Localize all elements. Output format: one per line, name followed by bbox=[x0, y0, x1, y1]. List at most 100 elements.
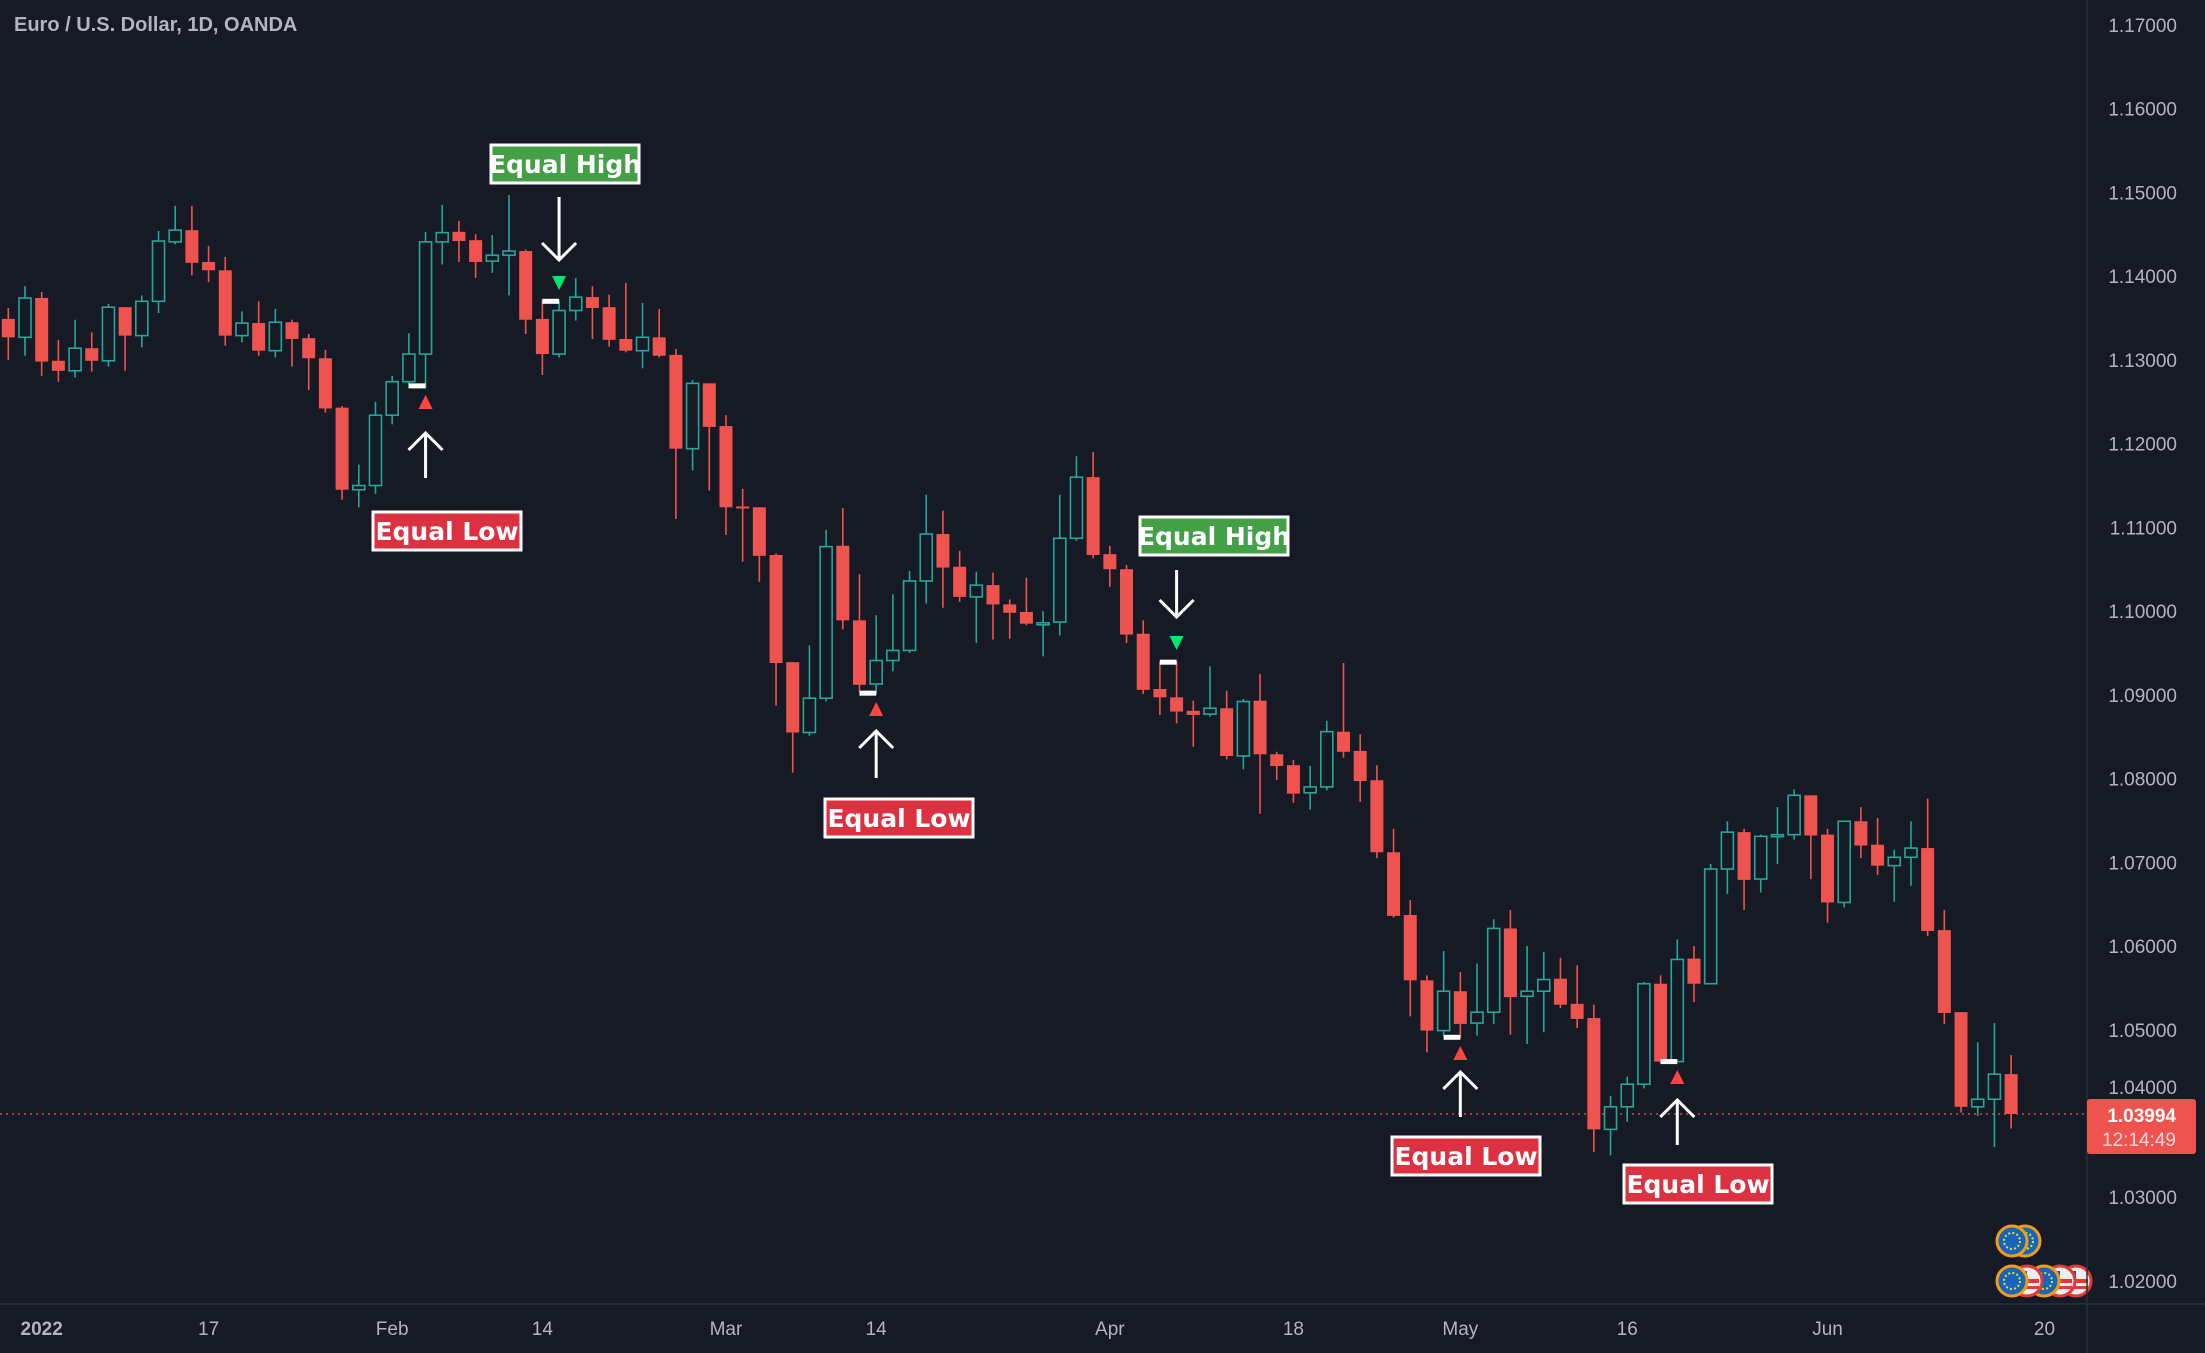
candle[interactable] bbox=[1871, 817, 1885, 875]
candle[interactable] bbox=[1670, 939, 1685, 1063]
candle[interactable] bbox=[1303, 766, 1317, 810]
candle[interactable] bbox=[953, 550, 967, 602]
candle[interactable] bbox=[986, 572, 1000, 640]
candle[interactable] bbox=[1470, 963, 1484, 1036]
candle[interactable] bbox=[535, 299, 549, 375]
candle[interactable] bbox=[1637, 982, 1651, 1089]
candle[interactable] bbox=[1821, 828, 1835, 923]
candle[interactable] bbox=[1186, 700, 1200, 747]
candle[interactable] bbox=[285, 319, 299, 367]
candle[interactable] bbox=[602, 294, 616, 347]
candle[interactable] bbox=[402, 333, 416, 389]
candle[interactable] bbox=[2004, 1054, 2018, 1129]
candle[interactable] bbox=[418, 231, 433, 389]
candle[interactable] bbox=[1687, 946, 1701, 1003]
candle[interactable] bbox=[351, 464, 366, 508]
candle[interactable] bbox=[669, 349, 683, 520]
candle[interactable] bbox=[385, 375, 399, 425]
candle[interactable] bbox=[1837, 820, 1851, 908]
candle[interactable] bbox=[869, 615, 883, 695]
candle[interactable] bbox=[1654, 975, 1668, 1064]
candle[interactable] bbox=[452, 220, 466, 262]
candle[interactable] bbox=[1019, 577, 1033, 626]
candle[interactable] bbox=[68, 319, 82, 378]
candle[interactable] bbox=[719, 415, 733, 535]
candle[interactable] bbox=[1854, 807, 1868, 859]
candle[interactable] bbox=[1987, 1023, 2002, 1147]
candle[interactable] bbox=[1503, 910, 1517, 1035]
candle[interactable] bbox=[1921, 798, 1935, 936]
candle[interactable] bbox=[752, 507, 766, 582]
candle[interactable] bbox=[1703, 863, 1718, 985]
candle[interactable] bbox=[836, 508, 850, 630]
candle[interactable] bbox=[1587, 1004, 1601, 1153]
candle[interactable] bbox=[802, 645, 817, 736]
candle[interactable] bbox=[769, 553, 783, 706]
equal-low-annotation[interactable]: Equal Low bbox=[1390, 1034, 1542, 1177]
candle[interactable] bbox=[51, 339, 65, 382]
candle[interactable] bbox=[1804, 795, 1818, 880]
candle[interactable] bbox=[1787, 789, 1801, 840]
candle[interactable] bbox=[1103, 545, 1117, 587]
candle[interactable] bbox=[85, 332, 99, 372]
candle[interactable] bbox=[1, 308, 15, 360]
candle[interactable] bbox=[1887, 849, 1902, 902]
candle[interactable] bbox=[1436, 951, 1451, 1036]
candle[interactable] bbox=[302, 333, 316, 391]
eu-flag-icon[interactable] bbox=[1995, 1264, 2029, 1298]
candle[interactable] bbox=[919, 494, 934, 604]
price-axis[interactable]: 1.17000 1.16000 1.15000 1.14000 1.13000 1.120… bbox=[2108, 16, 2177, 1293]
candle[interactable] bbox=[218, 256, 232, 346]
candle[interactable] bbox=[635, 302, 650, 369]
candle[interactable] bbox=[252, 301, 266, 356]
candle[interactable] bbox=[135, 295, 149, 348]
candle[interactable] bbox=[1286, 760, 1300, 803]
candle[interactable] bbox=[1203, 666, 1217, 717]
candle[interactable] bbox=[902, 570, 917, 653]
candle[interactable] bbox=[1086, 452, 1100, 559]
candle[interactable] bbox=[1420, 975, 1434, 1053]
candle[interactable] bbox=[1270, 751, 1284, 781]
candle[interactable] bbox=[168, 205, 182, 245]
candle[interactable] bbox=[502, 194, 516, 296]
candle[interactable] bbox=[1120, 565, 1134, 643]
candle[interactable] bbox=[852, 574, 866, 692]
candle[interactable] bbox=[1036, 611, 1050, 657]
equal-low-annotation[interactable]: Equal Low bbox=[823, 690, 975, 839]
candle[interactable] bbox=[1353, 734, 1367, 803]
equal-low-annotation[interactable]: Equal Low bbox=[1622, 1059, 1774, 1205]
candle[interactable] bbox=[469, 234, 483, 278]
candle[interactable] bbox=[1753, 834, 1768, 893]
candle[interactable] bbox=[1737, 828, 1751, 911]
candle[interactable] bbox=[685, 380, 700, 471]
candle[interactable] bbox=[819, 529, 833, 702]
candle[interactable] bbox=[1370, 765, 1384, 859]
candle[interactable] bbox=[1536, 951, 1551, 1033]
candle[interactable] bbox=[1486, 919, 1501, 1024]
time-axis[interactable]: 2022 17 Feb 14 Mar 14 Apr 18 May 16 Jun 20 bbox=[21, 1319, 2056, 1340]
candle[interactable] bbox=[585, 286, 599, 339]
candle[interactable] bbox=[485, 235, 500, 273]
candle[interactable] bbox=[335, 405, 349, 500]
candle[interactable] bbox=[786, 662, 800, 773]
candle[interactable] bbox=[969, 571, 984, 643]
candle[interactable] bbox=[1337, 663, 1350, 758]
candle[interactable] bbox=[619, 282, 633, 353]
candle[interactable] bbox=[1937, 910, 1951, 1024]
candle[interactable] bbox=[18, 286, 32, 356]
candle[interactable] bbox=[1320, 720, 1334, 791]
candle[interactable] bbox=[235, 311, 249, 343]
candle[interactable] bbox=[1170, 661, 1184, 724]
candle[interactable] bbox=[1954, 1012, 1968, 1113]
equal-high-annotation[interactable]: Equal High bbox=[1138, 515, 1290, 665]
candle[interactable] bbox=[118, 307, 132, 371]
candle[interactable] bbox=[1387, 828, 1401, 918]
candle[interactable] bbox=[435, 205, 450, 265]
candle[interactable] bbox=[1553, 957, 1567, 1008]
candle[interactable] bbox=[1052, 494, 1067, 636]
candle[interactable] bbox=[736, 488, 750, 562]
candle[interactable] bbox=[1136, 620, 1150, 695]
candle[interactable] bbox=[1069, 456, 1084, 541]
candle[interactable] bbox=[1003, 599, 1017, 639]
